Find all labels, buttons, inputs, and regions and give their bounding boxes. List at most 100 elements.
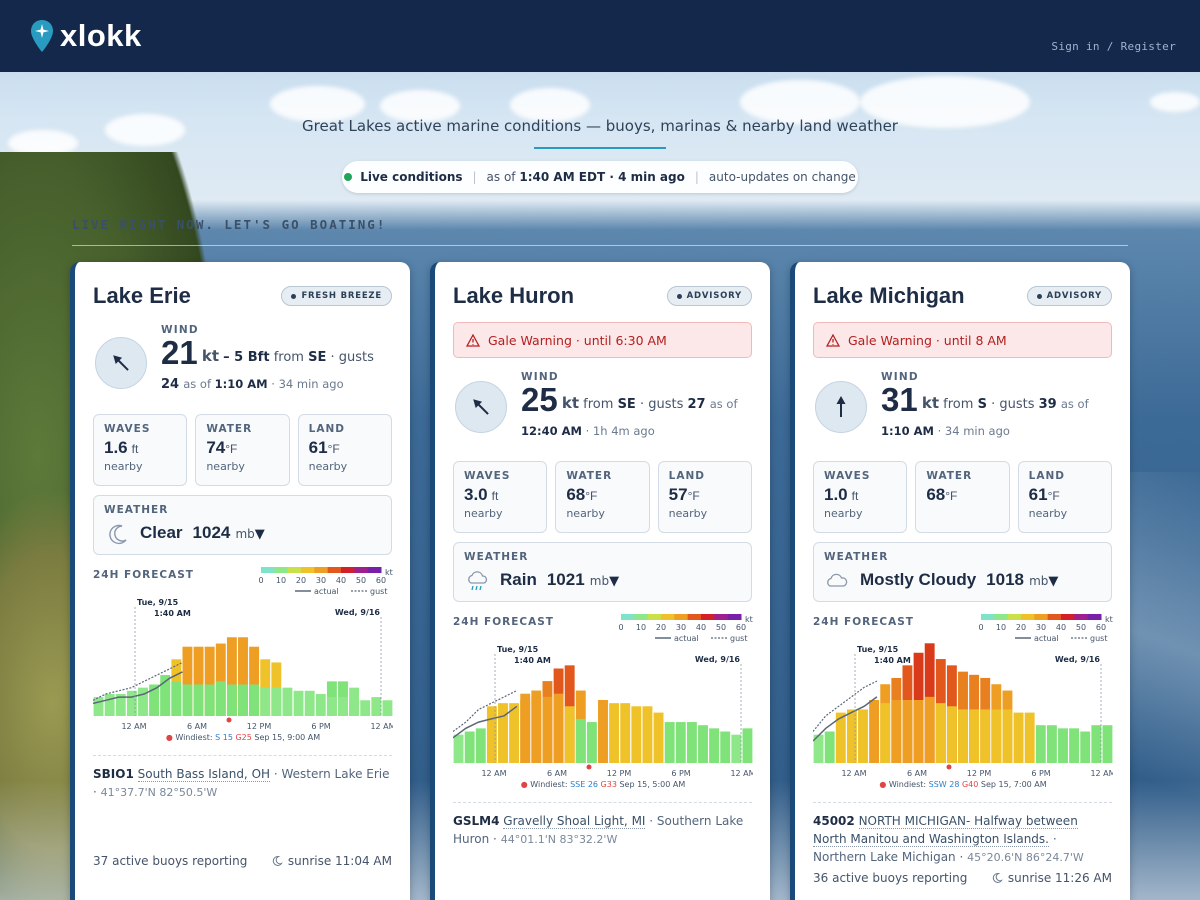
station-id[interactable]: SBIO1 — [93, 767, 134, 781]
buoys-count[interactable]: 36 active buoys reporting — [813, 871, 968, 885]
wind-bar — [371, 697, 382, 716]
wind-bar — [182, 684, 193, 716]
status-badge: ADVISORY — [666, 286, 752, 306]
metric-land[interactable]: LAND 57°F nearby — [657, 461, 752, 533]
metric-number: 1.6 — [104, 438, 128, 457]
wind-bar — [1002, 709, 1013, 763]
tagline-underline — [534, 147, 666, 149]
badge-label: FRESH BREEZE — [301, 291, 382, 301]
pressure-value: 1021 — [546, 570, 585, 589]
chart-end-label: Wed, 9/16 — [1055, 655, 1101, 664]
wind-bar — [249, 684, 260, 716]
weather-box[interactable]: WEATHER Clear 1024 mb▼ — [93, 495, 392, 555]
x-tick-label: 12 PM — [247, 722, 272, 731]
sign-in-link[interactable]: Sign in / Register — [1051, 40, 1176, 53]
station-id[interactable]: 45002 — [813, 814, 855, 828]
wind-bar — [1080, 731, 1091, 763]
asof-ago: · 1h 4m ago — [585, 424, 655, 438]
lake-name[interactable]: Lake Huron — [453, 283, 575, 308]
logo[interactable]: xlokk — [30, 18, 142, 54]
forecast-title: 24H FORECAST — [453, 616, 554, 628]
legend-unit: kt — [385, 568, 393, 577]
legend-swatch — [301, 567, 315, 573]
wind-bar — [382, 700, 393, 716]
wind-bar — [686, 722, 697, 763]
metric-waves[interactable]: WAVES 3.0 ft nearby — [453, 461, 548, 533]
pressure-value: 1024 — [192, 523, 231, 542]
windiest-caption: ● Windiest: SSW 28 G40 Sep 15, 7:00 AM — [879, 780, 1046, 789]
windiest-gust: G33 — [601, 780, 620, 789]
windiest-marker — [226, 717, 232, 723]
wind-direction-arrow-icon — [113, 355, 129, 371]
sunrise: sunrise 11:26 AM — [991, 871, 1112, 885]
wind-bar — [338, 697, 348, 716]
gale-warning-banner[interactable]: Gale Warning · until 8 AM — [813, 322, 1112, 358]
wind-block: WIND 25 kt from SE · gusts 27 as of 12:40… — [453, 371, 752, 463]
wind-speed: 31 — [881, 381, 918, 418]
lake-card-huron[interactable]: Lake Huron ADVISORY Gale Warning · until 6… — [430, 262, 770, 900]
station-id[interactable]: GSLM4 — [453, 814, 500, 828]
lake-card-michigan[interactable]: Lake Michigan ADVISORY Gale Warning · unti… — [790, 262, 1130, 900]
wind-bar — [104, 693, 115, 716]
wind-bar — [553, 693, 564, 763]
actual-wind-line — [813, 696, 878, 742]
chart-now-label: 1:40 AM — [154, 609, 191, 618]
asof-time: 1:10 AM — [881, 424, 934, 438]
wind-bar — [542, 696, 553, 763]
pressure-trend-icon: ▼ — [609, 574, 620, 589]
legend-swatch — [261, 567, 275, 573]
metric-water[interactable]: WATER 68°F nearby — [555, 461, 650, 533]
weather-box[interactable]: WEATHER Rain 1021 mb▼ — [453, 542, 752, 602]
legend-tick: 60 — [1096, 623, 1106, 632]
metric-unit: ft — [131, 442, 139, 456]
metric-label: WAVES — [464, 470, 511, 482]
metric-waves[interactable]: WAVES 1.0 ft nearby — [813, 461, 908, 533]
card-footer: 36 active buoys reporting sunrise 11:26 A… — [813, 871, 1112, 885]
lake-name[interactable]: Lake Michigan — [813, 283, 965, 308]
legend-gust-label: gust — [730, 634, 747, 643]
metric-water[interactable]: WATER 74°F nearby — [195, 414, 290, 486]
lake-card-erie[interactable]: Lake Erie FRESH BREEZE WIND 21 kt – 5 Bft f… — [70, 262, 410, 900]
metric-land[interactable]: LAND 61°F nearby — [1017, 461, 1112, 533]
metric-water[interactable]: WATER 68°F — [915, 461, 1010, 533]
station-region: · Southern Lake Huron · — [453, 814, 744, 846]
wind-bar — [204, 684, 215, 716]
metric-waves[interactable]: WAVES 1.6 ft nearby — [93, 414, 188, 486]
lake-name[interactable]: Lake Erie — [93, 283, 191, 308]
legend-swatch — [994, 614, 1009, 620]
weather-label: WEATHER — [824, 551, 889, 563]
legend-swatch — [1047, 614, 1062, 620]
weather-row: Clear 1024 mb▼ — [104, 520, 381, 546]
wind-bar — [913, 700, 924, 763]
windiest-time: Sep 15, 5:00 AM — [619, 780, 685, 789]
wind-bar — [115, 693, 126, 716]
buoys-count[interactable]: 37 active buoys reporting — [93, 854, 248, 868]
station-name-link[interactable]: South Bass Island, OH — [137, 767, 271, 782]
windiest-time: Sep 15, 9:00 AM — [254, 733, 320, 742]
wind-bar — [464, 731, 475, 763]
actual-gust-line — [453, 689, 518, 732]
actual-wind-line — [93, 671, 183, 705]
metric-land[interactable]: LAND 61°F nearby — [297, 414, 392, 486]
gust-bar — [238, 637, 248, 716]
metric-value: 61°F — [1029, 485, 1101, 505]
gust-bar — [260, 659, 271, 716]
metric-sub: nearby — [206, 460, 245, 473]
asof-ago: · 34 min ago — [271, 377, 344, 391]
wind-bar — [653, 712, 664, 763]
weather-box[interactable]: WEATHER Mostly Cloudy 1018 mb▼ — [813, 542, 1112, 602]
station-name-link[interactable]: NORTH MICHIGAN- Halfway between North Ma… — [813, 814, 1078, 847]
legend-swatch — [621, 614, 635, 620]
windiest-label: Windiest: — [889, 780, 929, 789]
station-name-link[interactable]: Gravelly Shoal Light, MI — [503, 814, 646, 829]
metrics-row: WAVES 3.0 ft nearby WATER 68°F nearby LAND 57°F n… — [453, 461, 752, 533]
wind-bar — [1013, 712, 1024, 763]
legend-tick: 30 — [676, 623, 686, 632]
legend-swatch — [981, 614, 995, 620]
metric-sub: nearby — [1028, 507, 1068, 520]
gale-warning-banner[interactable]: Gale Warning · until 6:30 AM — [453, 322, 752, 358]
metric-label: WAVES — [104, 423, 151, 435]
